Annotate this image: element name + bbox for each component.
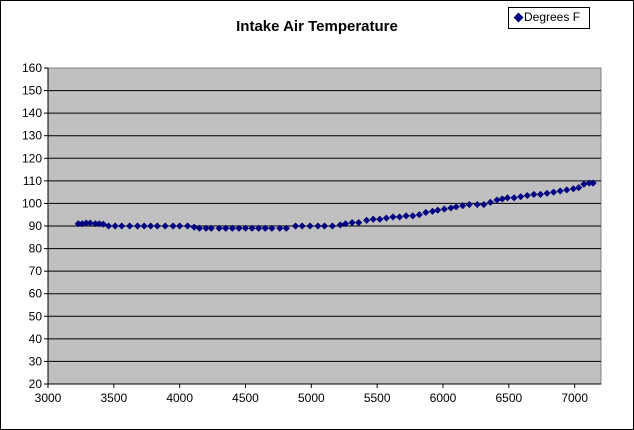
data-point: [402, 212, 410, 220]
data-point: [314, 222, 322, 230]
chart-title: Intake Air Temperature: [236, 18, 398, 35]
y-tick-label: 110: [23, 174, 42, 188]
x-tick-label: 7000: [561, 391, 588, 405]
data-point: [409, 212, 417, 220]
data-point: [523, 191, 531, 200]
x-tick-label: 4000: [166, 391, 193, 405]
data-point: [190, 223, 198, 231]
data-point: [241, 224, 250, 232]
x-tick-label: 4500: [232, 391, 259, 405]
data-point: [207, 224, 215, 232]
data-point: [298, 222, 306, 230]
data-point: [276, 224, 284, 232]
data-point: [422, 208, 430, 217]
data-point: [215, 224, 223, 232]
y-tick-label: 20: [29, 377, 43, 391]
data-point: [222, 224, 230, 232]
y-tick-label: 150: [22, 84, 42, 98]
x-tick-label: 6500: [495, 391, 522, 405]
data-point: [291, 222, 300, 230]
data-point: [320, 222, 329, 230]
data-point: [543, 189, 551, 197]
data-point: [235, 224, 243, 232]
data-point: [183, 222, 192, 230]
data-point: [382, 214, 391, 222]
data-point: [452, 203, 460, 211]
y-tick-label: 160: [22, 61, 42, 75]
data-point: [195, 224, 204, 232]
data-point: [161, 222, 169, 230]
data-point: [261, 224, 269, 232]
data-point: [459, 202, 467, 210]
data-point: [133, 222, 142, 230]
data-point: [104, 222, 113, 230]
data-point: [140, 222, 148, 230]
data-point: [510, 194, 518, 202]
y-tick-label: 80: [29, 242, 43, 256]
data-point: [376, 215, 384, 223]
data-point: [369, 215, 377, 223]
data-point: [440, 205, 448, 213]
y-tick-label: 100: [22, 196, 42, 210]
data-point: [362, 216, 371, 225]
y-tick-label: 30: [29, 354, 43, 368]
data-point: [147, 222, 155, 230]
data-point: [486, 198, 495, 206]
data-point: [176, 222, 184, 230]
data-point: [282, 224, 290, 232]
y-tick-label: 70: [29, 264, 43, 278]
data-point: [415, 211, 423, 219]
y-tick-label: 120: [22, 151, 42, 165]
data-point: [589, 179, 597, 187]
data-point: [556, 187, 564, 195]
data-point: [99, 220, 107, 228]
data-point: [341, 220, 350, 228]
data-point: [268, 224, 276, 232]
data-point: [118, 222, 126, 230]
y-tick-label: 50: [29, 309, 43, 323]
data-point: [574, 183, 583, 192]
legend: Degrees F: [508, 7, 590, 29]
data-point: [306, 222, 314, 230]
x-tick-label: 6000: [430, 391, 457, 405]
data-point: [248, 224, 256, 232]
y-tick-label: 140: [22, 106, 42, 120]
data-point: [111, 222, 119, 230]
data-point: [328, 222, 337, 230]
data-point: [228, 224, 236, 232]
data-point: [465, 200, 473, 209]
data-point: [503, 194, 512, 202]
data-point: [480, 200, 488, 209]
data-point: [434, 206, 442, 214]
data-point: [202, 224, 210, 232]
y-tick-label: 60: [29, 287, 43, 301]
data-point: [125, 222, 134, 230]
data-point: [517, 193, 525, 201]
legend-label: Degrees F: [524, 10, 581, 24]
data-point: [536, 190, 545, 199]
data-point: [169, 222, 177, 230]
data-point: [86, 219, 94, 227]
data-point: [395, 213, 404, 221]
data-point: [530, 190, 538, 199]
x-tick-label: 3000: [35, 391, 62, 405]
x-tick-label: 5000: [298, 391, 325, 405]
y-tick-label: 90: [29, 219, 43, 233]
data-point: [389, 213, 397, 221]
y-tick-label: 40: [29, 332, 43, 346]
data-point: [549, 188, 558, 196]
data-point: [563, 186, 571, 194]
y-tick-label: 130: [22, 129, 42, 143]
data-point: [348, 218, 356, 227]
data-point: [153, 222, 161, 230]
x-tick-label: 5500: [364, 391, 391, 405]
data-point: [255, 224, 263, 232]
x-tick-label: 3500: [100, 391, 127, 405]
data-point: [473, 200, 481, 209]
data-point: [355, 218, 363, 227]
